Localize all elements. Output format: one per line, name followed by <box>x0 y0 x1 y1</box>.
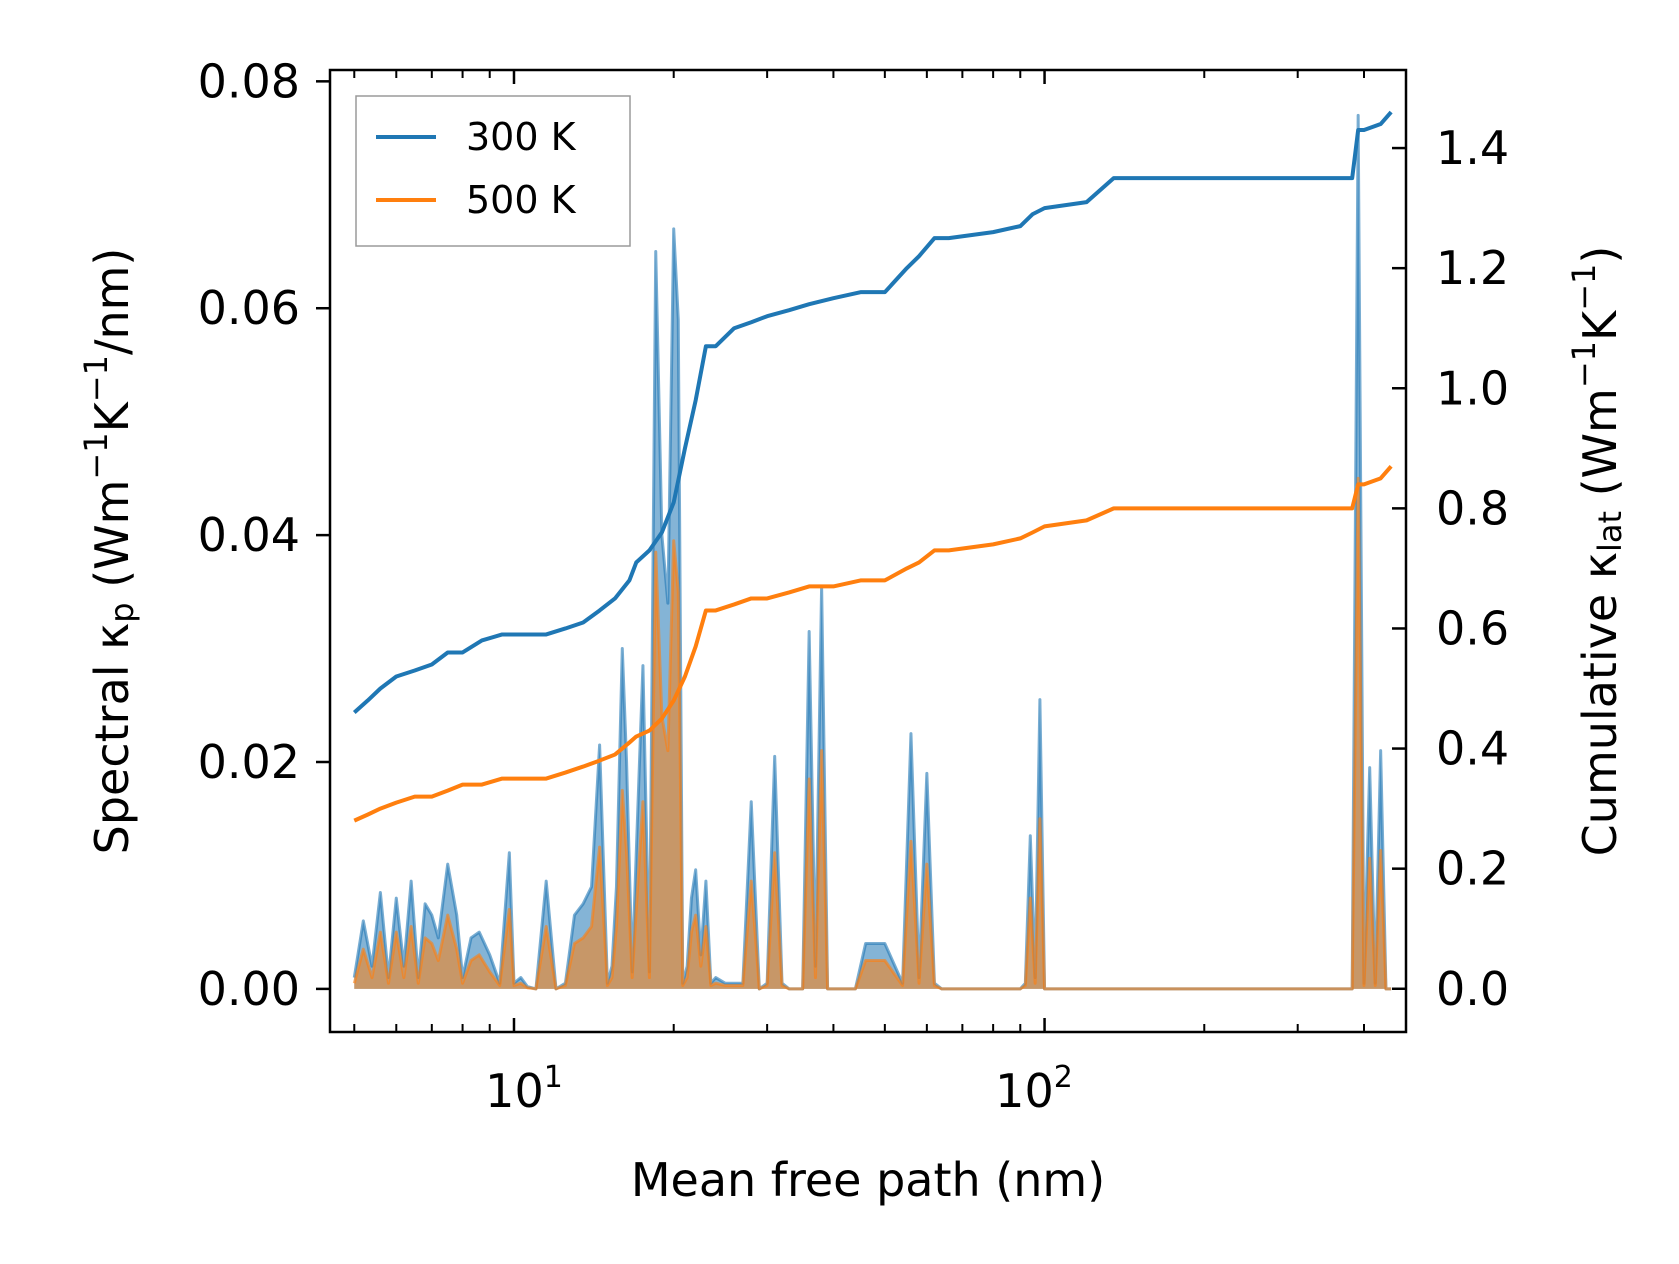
axis-ticks <box>316 70 1406 1032</box>
left-y-title-sup1: −1 <box>77 432 115 479</box>
left-y-title-units-mid: K <box>85 400 139 432</box>
left-y-title-units-open: (Wm <box>85 480 139 603</box>
x-axis-title: Mean free path (nm) <box>631 1153 1105 1207</box>
legend-box <box>355 95 631 247</box>
right-y-title-units-mid: K <box>1573 309 1627 341</box>
right-y-title-prefix: Cumulative κ <box>1573 552 1627 856</box>
x-tick-label-10-base: 10 <box>485 1064 544 1118</box>
left-y-title-sup2: −1 <box>77 355 115 402</box>
left-y-axis-title: Spectral κp (Wm−1K−1/nm) <box>77 248 141 855</box>
left-y-title-prefix: Spectral κ <box>85 623 139 855</box>
right-y-tick-label-7: 1.4 <box>1436 121 1509 175</box>
spectral-outline-1 <box>352 476 1392 991</box>
legend-label-500k: 500 K <box>466 178 577 222</box>
right-y-axis-title: Cumulative κlat (Wm−1K−1) <box>1565 246 1629 857</box>
cumulative-line-0 <box>352 110 1393 715</box>
x-tick-label-100-base: 10 <box>995 1064 1054 1118</box>
right-y-tick-label-1: 0.2 <box>1436 842 1509 896</box>
cumulative-line-1 <box>353 465 1393 823</box>
left-y-tick-label-0: 0.00 <box>198 962 300 1016</box>
left-y-title-sub: p <box>103 602 141 622</box>
right-y-title-sub: lat <box>1591 511 1629 552</box>
right-y-title-sup2: −1 <box>1565 264 1603 311</box>
legend: 300 K 500 K <box>355 95 631 247</box>
left-y-tick-label-1: 0.02 <box>198 735 300 789</box>
legend-label-300k: 300 K <box>466 115 577 159</box>
right-y-title-sup1: −1 <box>1565 341 1603 388</box>
spectral-fill-layer <box>352 113 1392 991</box>
left-y-tick-label-4: 0.08 <box>198 54 300 108</box>
left-y-title-units-close: /nm) <box>85 248 139 355</box>
right-y-tick-label-5: 1.0 <box>1436 361 1509 415</box>
right-y-title-units-close: ) <box>1573 246 1627 264</box>
right-y-title-units-open: (Wm <box>1573 388 1627 511</box>
right-y-tick-label-0: 0.0 <box>1436 962 1509 1016</box>
left-y-tick-label-3: 0.06 <box>198 281 300 335</box>
x-tick-label-10-exp: 1 <box>544 1060 563 1095</box>
right-y-tick-label-4: 0.8 <box>1436 481 1509 535</box>
cumulative-line-layer <box>352 110 1393 823</box>
x-tick-label-10: 101 <box>485 1060 563 1118</box>
x-tick-label-100-exp: 2 <box>1054 1060 1073 1095</box>
plot-frame <box>328 68 1408 1034</box>
right-y-tick-label-2: 0.4 <box>1436 722 1509 776</box>
left-y-tick-label-2: 0.04 <box>198 508 300 562</box>
right-y-tick-label-3: 0.6 <box>1436 602 1509 656</box>
x-tick-label-100: 102 <box>995 1060 1073 1118</box>
right-y-tick-label-6: 1.2 <box>1436 241 1509 295</box>
